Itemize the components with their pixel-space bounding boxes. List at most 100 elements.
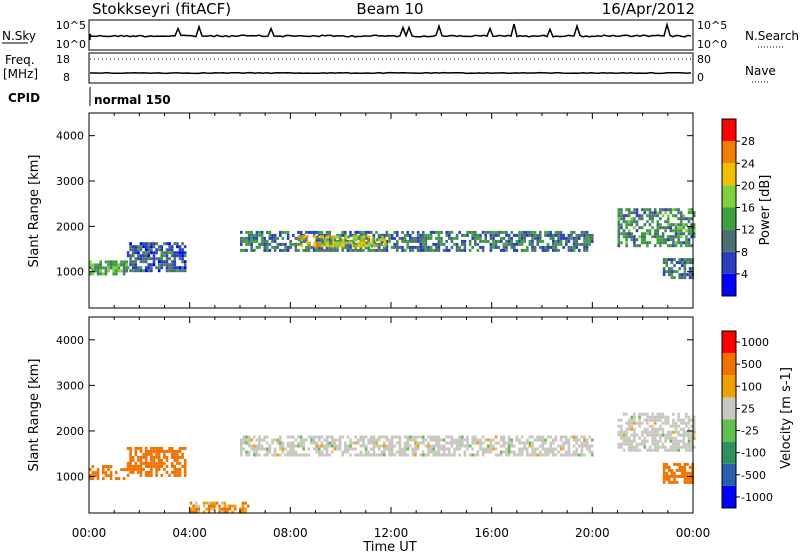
velocity-cell xyxy=(139,461,143,465)
velocity-colorbar-swatch xyxy=(722,397,736,420)
velocity-cell xyxy=(181,455,184,459)
power-cell xyxy=(656,226,660,230)
velocity-cell xyxy=(656,442,660,446)
time-tick-label: 16:00 xyxy=(474,526,509,540)
power-cell xyxy=(625,238,628,242)
power-cell xyxy=(489,230,493,234)
power-cell xyxy=(310,230,313,234)
velocity-cell xyxy=(479,447,482,451)
velocity-cell xyxy=(91,474,95,478)
power-cell xyxy=(134,245,138,249)
power-cell xyxy=(137,269,140,273)
velocity-cell xyxy=(422,453,425,457)
power-cell xyxy=(183,251,187,255)
velocity-cell xyxy=(242,441,246,445)
velocity-cell xyxy=(458,453,461,457)
power-cell xyxy=(533,230,537,234)
velocity-cell xyxy=(331,438,334,442)
power-cell xyxy=(165,248,169,252)
power-cell xyxy=(625,244,628,248)
power-cell xyxy=(640,235,644,239)
power-cell xyxy=(362,230,365,234)
velocity-cell xyxy=(674,430,678,434)
velocity-cell xyxy=(476,450,480,454)
power-cell xyxy=(670,267,674,271)
velocity-cell xyxy=(565,453,568,457)
power-cell xyxy=(544,233,547,237)
power-cell xyxy=(134,248,138,252)
velocity-cell xyxy=(638,448,641,452)
freq-tick-low: 8 xyxy=(63,71,70,84)
power-cell xyxy=(518,230,521,234)
velocity-cell xyxy=(364,453,368,457)
power-cell xyxy=(368,241,371,245)
velocity-cell xyxy=(424,453,428,457)
power-cell xyxy=(134,269,138,273)
power-cell xyxy=(390,236,394,240)
velocity-cell xyxy=(690,430,693,434)
velocity-cell xyxy=(281,450,285,454)
power-cell xyxy=(144,260,148,264)
velocity-cell xyxy=(507,441,511,445)
velocity-cell xyxy=(656,427,660,431)
velocity-cell xyxy=(131,470,135,474)
power-cell xyxy=(181,251,184,255)
power-cell xyxy=(240,230,243,234)
velocity-cell xyxy=(664,418,667,422)
power-cell xyxy=(370,248,373,252)
velocity-cell xyxy=(651,439,654,443)
power-cell xyxy=(328,239,331,243)
power-cell xyxy=(131,266,135,270)
velocity-cell xyxy=(427,444,430,448)
velocity-cell xyxy=(526,450,529,454)
power-cell xyxy=(94,263,97,267)
velocity-cell xyxy=(411,447,415,451)
velocity-cell xyxy=(572,444,576,448)
power-cell xyxy=(687,244,691,248)
velocity-cell xyxy=(432,444,435,448)
velocity-cell xyxy=(325,435,329,439)
velocity-cell xyxy=(192,504,195,508)
power-cell xyxy=(487,239,490,243)
velocity-cell xyxy=(176,467,179,471)
power-cell xyxy=(575,242,578,246)
velocity-cell xyxy=(292,447,295,451)
power-cell xyxy=(531,242,534,246)
velocity-cell xyxy=(668,474,671,478)
power-cell xyxy=(583,239,586,243)
power-cell xyxy=(352,241,356,245)
power-cell xyxy=(120,260,123,264)
velocity-cell xyxy=(442,447,446,451)
power-cell xyxy=(552,245,555,249)
power-cell xyxy=(448,248,451,252)
velocity-cell xyxy=(422,435,425,439)
velocity-cell xyxy=(266,450,269,454)
power-cell xyxy=(500,248,503,252)
power-cell xyxy=(250,236,253,240)
velocity-cell xyxy=(630,427,634,431)
power-cell xyxy=(578,233,581,237)
velocity-cell xyxy=(150,467,153,471)
power-cell xyxy=(670,270,674,274)
power-cell xyxy=(91,272,95,276)
power-cell xyxy=(437,230,441,234)
velocity-cell xyxy=(523,447,526,451)
power-cell xyxy=(692,229,696,233)
velocity-cell xyxy=(494,441,498,445)
power-cell xyxy=(661,241,665,245)
power-cell xyxy=(357,248,360,252)
velocity-cell xyxy=(134,452,138,456)
power-cell xyxy=(125,269,128,273)
power-cell xyxy=(303,235,306,239)
power-cell xyxy=(370,230,373,234)
velocity-cell xyxy=(165,449,169,453)
velocity-cell xyxy=(541,441,545,445)
velocity-cell xyxy=(307,447,311,451)
power-cell xyxy=(359,230,363,234)
power-cell xyxy=(424,236,428,240)
velocity-cell xyxy=(247,441,251,445)
velocity-cell xyxy=(588,447,591,451)
power-cell xyxy=(682,241,686,245)
velocity-cell xyxy=(102,471,105,475)
velocity-cell xyxy=(429,444,433,448)
